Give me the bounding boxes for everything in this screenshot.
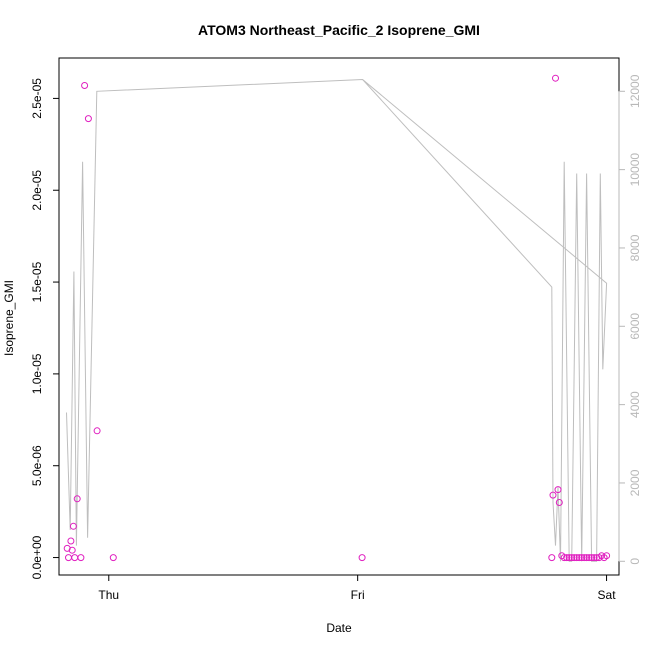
- y2-tick-label: 12000: [628, 74, 642, 108]
- y-tick-label: 0.0e+00: [30, 535, 44, 579]
- x-tick-label: Sat: [598, 588, 617, 602]
- data-point: [573, 554, 581, 562]
- data-point: [585, 554, 593, 562]
- y-tick-label: 5.0e-06: [30, 445, 44, 486]
- data-point: [67, 537, 75, 545]
- data-point: [358, 554, 366, 562]
- x-tick-label: Thu: [98, 588, 119, 602]
- y-axis-label: Isoprene_GMI: [2, 280, 16, 356]
- y-tick-label: 1.0e-05: [30, 353, 44, 394]
- x-axis: Thu Fri Sat: [98, 574, 617, 602]
- data-point: [69, 522, 77, 530]
- data-point: [583, 554, 591, 562]
- data-point: [109, 554, 117, 562]
- y2-tick-label: 8000: [628, 234, 642, 261]
- y2-tick-label: 2000: [628, 469, 642, 496]
- chart-title: ATOM3 Northeast_Pacific_2 Isoprene_GMI: [198, 22, 480, 38]
- data-point: [560, 554, 568, 562]
- data-point: [554, 486, 562, 494]
- y-tick-label: 2.5e-05: [30, 78, 44, 119]
- data-point: [71, 554, 79, 562]
- x-tick-label: Fri: [351, 588, 365, 602]
- x-axis-label: Date: [326, 621, 352, 635]
- y-axis-right: 0 2000 4000 6000 8000 10000 12000: [618, 74, 642, 565]
- data-point: [575, 554, 583, 562]
- y2-tick-label: 6000: [628, 313, 642, 340]
- data-point: [565, 554, 573, 562]
- data-point: [570, 554, 578, 562]
- data-point: [568, 554, 576, 562]
- data-point: [563, 554, 571, 562]
- data-point: [603, 552, 611, 560]
- data-point: [93, 427, 101, 435]
- y2-tick-label: 0: [628, 558, 642, 565]
- data-point: [73, 495, 81, 503]
- data-point: [552, 74, 559, 82]
- data-point: [77, 554, 85, 562]
- y2-tick-label: 10000: [628, 153, 642, 187]
- data-point: [65, 554, 72, 562]
- data-point: [84, 115, 92, 123]
- plot-frame: [58, 57, 620, 576]
- data-point: [588, 554, 596, 562]
- y-tick-label: 2.0e-05: [30, 170, 44, 211]
- series-line: [66, 78, 608, 562]
- y-tick-label: 1.5e-05: [30, 261, 44, 302]
- y-axis-left: 0.0e+00 5.0e-06 1.0e-05 1.5e-05 2.0e-05 2.5e-…: [30, 78, 60, 579]
- data-point: [555, 499, 563, 506]
- data-point: [578, 554, 586, 562]
- series-layer: [63, 74, 611, 562]
- data-point: [590, 554, 598, 562]
- data-point: [580, 554, 588, 562]
- data-point: [549, 491, 557, 499]
- data-point: [548, 554, 556, 562]
- y2-tick-label: 4000: [628, 391, 642, 418]
- data-point: [68, 546, 76, 554]
- data-point: [81, 82, 89, 89]
